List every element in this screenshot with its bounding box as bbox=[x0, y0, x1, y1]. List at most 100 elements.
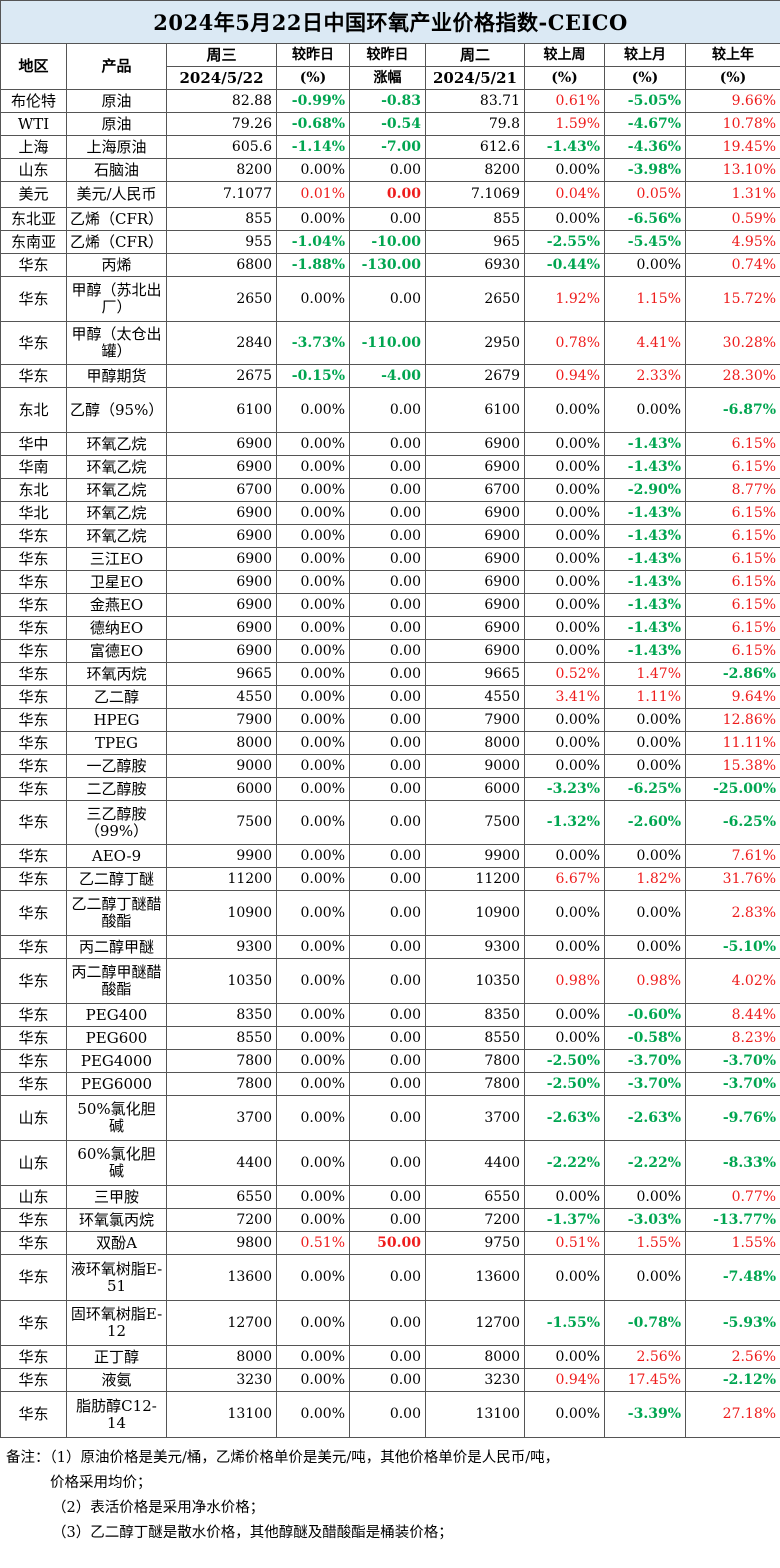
cell-chg: 0.00 bbox=[349, 547, 426, 571]
cell-product: 环氧乙烷 bbox=[66, 455, 167, 479]
cell-chg: 0.00 bbox=[349, 639, 426, 663]
cell-chg: 0.00 bbox=[349, 1095, 426, 1141]
cell-yr: 31.76% bbox=[684, 867, 780, 891]
cell-chg: 0.00 bbox=[349, 867, 426, 891]
cell-region: 华东 bbox=[0, 321, 67, 365]
cell-tue: 6900 bbox=[425, 547, 525, 571]
cell-pct: -3.73% bbox=[276, 321, 350, 365]
cell-wk: 0.00% bbox=[524, 547, 605, 571]
cell-wk: -0.44% bbox=[524, 253, 605, 277]
table-row: 华东 PEG4000 7800 0.00% 0.00 7800 -2.50% -3.70% -3… bbox=[0, 1049, 780, 1073]
cell-yr: 19.45% bbox=[684, 135, 780, 159]
cell-product: 环氧乙烷 bbox=[66, 501, 167, 525]
cell-yr: 6.15% bbox=[684, 501, 780, 525]
cell-wed: 4550 bbox=[166, 685, 277, 709]
cell-wk: 0.00% bbox=[524, 731, 605, 755]
cell-wed: 13600 bbox=[166, 1254, 277, 1301]
cell-wed: 3700 bbox=[166, 1095, 277, 1141]
cell-tue: 9000 bbox=[425, 754, 525, 778]
cell-mo: 0.00% bbox=[604, 708, 686, 732]
cell-region: 东北亚 bbox=[0, 207, 67, 231]
cell-wed: 6900 bbox=[166, 616, 277, 640]
cell-wed: 6900 bbox=[166, 524, 277, 548]
header-vs-week-unit: (%) bbox=[524, 66, 605, 90]
cell-mo: 2.56% bbox=[604, 1345, 686, 1369]
cell-chg: 0.00 bbox=[349, 662, 426, 686]
table-row: 华东 三江EO 6900 0.00% 0.00 6900 0.00% -1.43% 6.15% bbox=[0, 547, 780, 571]
cell-wed: 8200 bbox=[166, 158, 277, 182]
cell-region: 华东 bbox=[0, 800, 67, 845]
cell-pct: 0.00% bbox=[276, 754, 350, 778]
cell-region: 华中 bbox=[0, 432, 67, 456]
cell-tue: 6900 bbox=[425, 501, 525, 525]
cell-region: 华东 bbox=[0, 1345, 67, 1369]
cell-mo: 1.15% bbox=[604, 276, 686, 322]
cell-wed: 9300 bbox=[166, 935, 277, 959]
cell-pct: -1.88% bbox=[276, 253, 350, 277]
cell-mo: -5.05% bbox=[604, 89, 686, 113]
cell-product: 环氧乙烷 bbox=[66, 478, 167, 502]
cell-product: 50%氯化胆碱 bbox=[66, 1095, 167, 1141]
cell-pct: 0.00% bbox=[276, 455, 350, 479]
cell-yr: -2.86% bbox=[684, 662, 780, 686]
note-line-2: 价格采用均价； bbox=[50, 1475, 152, 1491]
cell-yr: 6.15% bbox=[684, 432, 780, 456]
header-tue: 周二 bbox=[425, 43, 525, 67]
cell-region: 华东 bbox=[0, 1208, 67, 1232]
cell-pct: 0.00% bbox=[276, 616, 350, 640]
cell-chg: 0.00 bbox=[349, 1140, 426, 1186]
table-row: 山东 50%氯化胆碱 3700 0.00% 0.00 3700 -2.63% -2.63% -9… bbox=[0, 1095, 780, 1141]
cell-chg: 0.00 bbox=[349, 1345, 426, 1369]
cell-pct: 0.00% bbox=[276, 1140, 350, 1186]
cell-tue: 8350 bbox=[425, 1003, 525, 1027]
cell-yr: -25.00% bbox=[684, 777, 780, 801]
cell-pct: 0.00% bbox=[276, 1095, 350, 1141]
cell-region: 华东 bbox=[0, 867, 67, 891]
cell-product: 三甲胺 bbox=[66, 1185, 167, 1209]
cell-yr: 1.31% bbox=[684, 181, 780, 208]
cell-wed: 3230 bbox=[166, 1368, 277, 1392]
cell-wk: 0.00% bbox=[524, 1185, 605, 1209]
cell-pct: 0.00% bbox=[276, 1003, 350, 1027]
cell-yr: 4.95% bbox=[684, 230, 780, 254]
cell-region: 华东 bbox=[0, 1072, 67, 1096]
header-vs-month-unit: (%) bbox=[604, 66, 686, 90]
table-row: 华东 乙二醇 4550 0.00% 0.00 4550 3.41% 1.11% 9.64% bbox=[0, 685, 780, 709]
cell-wed: 82.88 bbox=[166, 89, 277, 113]
table-title: 2024年5月22日中国环氧产业价格指数-CEICO bbox=[0, 0, 780, 44]
cell-mo: -2.90% bbox=[604, 478, 686, 502]
cell-wed: 9000 bbox=[166, 754, 277, 778]
cell-mo: -1.43% bbox=[604, 570, 686, 594]
cell-pct: 0.00% bbox=[276, 639, 350, 663]
cell-product: PEG4000 bbox=[66, 1049, 167, 1073]
cell-yr: 6.15% bbox=[684, 524, 780, 548]
cell-chg: 0.00 bbox=[349, 1185, 426, 1209]
cell-yr: 6.15% bbox=[684, 547, 780, 571]
cell-chg: 0.00 bbox=[349, 800, 426, 845]
cell-wk: 0.00% bbox=[524, 754, 605, 778]
cell-chg: 0.00 bbox=[349, 685, 426, 709]
cell-region: 东北 bbox=[0, 387, 67, 433]
table-row: 华东 环氧氯丙烷 7200 0.00% 0.00 7200 -1.37% -3.03% -13.… bbox=[0, 1208, 780, 1232]
cell-wk: 0.00% bbox=[524, 570, 605, 594]
cell-product: 丙二醇甲醚 bbox=[66, 935, 167, 959]
cell-pct: 0.01% bbox=[276, 181, 350, 208]
cell-mo: 0.00% bbox=[604, 1185, 686, 1209]
cell-tue: 7.1069 bbox=[425, 181, 525, 208]
cell-region: 华东 bbox=[0, 754, 67, 778]
cell-mo: 4.41% bbox=[604, 321, 686, 365]
cell-mo: -4.36% bbox=[604, 135, 686, 159]
cell-product: 三乙醇胺（99%） bbox=[66, 800, 167, 845]
price-table: 2024年5月22日中国环氧产业价格指数-CEICO 地区 产品 周三 较昨日 … bbox=[0, 0, 780, 1438]
cell-product: 60%氯化胆碱 bbox=[66, 1140, 167, 1186]
cell-region: 华东 bbox=[0, 844, 67, 868]
cell-pct: 0.00% bbox=[276, 432, 350, 456]
cell-product: 丙烯 bbox=[66, 253, 167, 277]
cell-chg: 0.00 bbox=[349, 455, 426, 479]
cell-product: 金燕EO bbox=[66, 593, 167, 617]
cell-pct: 0.00% bbox=[276, 867, 350, 891]
cell-region: 布伦特 bbox=[0, 89, 67, 113]
cell-tue: 12700 bbox=[425, 1300, 525, 1346]
cell-pct: 0.00% bbox=[276, 958, 350, 1004]
table-row: 东北亚 乙烯（CFR） 855 0.00% 0.00 855 0.00% -6.56% 0.59… bbox=[0, 207, 780, 231]
